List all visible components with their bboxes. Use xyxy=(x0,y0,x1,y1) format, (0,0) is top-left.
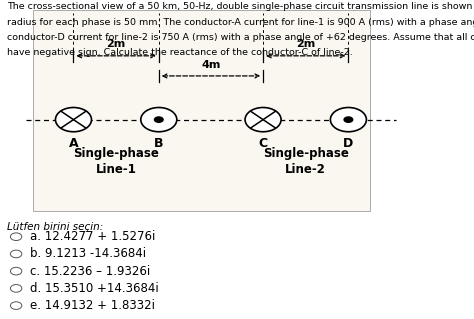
Circle shape xyxy=(55,108,91,132)
Circle shape xyxy=(154,116,164,123)
Circle shape xyxy=(343,116,354,123)
Circle shape xyxy=(330,108,366,132)
Text: The cross-sectional view of a 50 km, 50-Hz, double single-phase circuit transmis: The cross-sectional view of a 50 km, 50-… xyxy=(7,2,474,11)
Circle shape xyxy=(10,267,22,275)
Text: c. 15.2236 – 1.9326i: c. 15.2236 – 1.9326i xyxy=(30,265,150,278)
Text: 2m: 2m xyxy=(296,40,315,49)
FancyBboxPatch shape xyxy=(33,10,370,211)
Text: d. 15.3510 +14.3684i: d. 15.3510 +14.3684i xyxy=(30,282,159,295)
Circle shape xyxy=(10,233,22,241)
Text: 4m: 4m xyxy=(201,60,220,70)
Text: D: D xyxy=(343,137,354,151)
Circle shape xyxy=(10,250,22,258)
Circle shape xyxy=(10,285,22,292)
Circle shape xyxy=(245,108,281,132)
Text: conductor-D current for line-2 is 750 A (rms) with a phase angle of +62 degrees.: conductor-D current for line-2 is 750 A … xyxy=(7,33,474,42)
Text: A: A xyxy=(69,137,78,151)
Text: 2m: 2m xyxy=(107,40,126,49)
Text: B: B xyxy=(154,137,164,151)
Text: have negative sign. Calculate the reactance of the conductor-C of line-2.: have negative sign. Calculate the reacta… xyxy=(7,48,353,57)
Text: C: C xyxy=(258,137,268,151)
Text: Single-phase
Line-2: Single-phase Line-2 xyxy=(263,147,349,176)
Text: b. 9.1213 -14.3684i: b. 9.1213 -14.3684i xyxy=(30,248,146,260)
Text: a. 12.4277 + 1.5276i: a. 12.4277 + 1.5276i xyxy=(30,230,155,243)
Text: Single-phase
Line-1: Single-phase Line-1 xyxy=(73,147,159,176)
Circle shape xyxy=(141,108,177,132)
Circle shape xyxy=(10,302,22,309)
Text: Lütfen birini seçin:: Lütfen birini seçin: xyxy=(7,222,103,232)
Text: e. 14.9132 + 1.8332i: e. 14.9132 + 1.8332i xyxy=(30,299,155,312)
Text: radius for each phase is 50 mm. The conductor-A current for line-1 is 900 A (rms: radius for each phase is 50 mm. The cond… xyxy=(7,18,474,26)
